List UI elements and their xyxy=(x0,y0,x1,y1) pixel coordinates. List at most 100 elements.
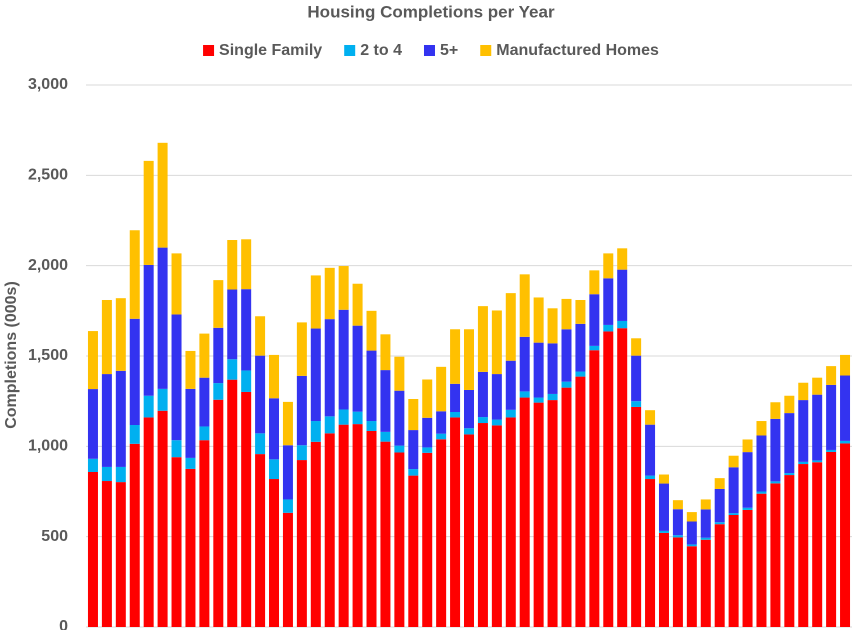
bar-segment xyxy=(589,350,600,627)
bar-segment xyxy=(436,439,447,627)
bar-segment xyxy=(700,509,711,538)
bar-segment xyxy=(491,419,502,426)
bar-segment xyxy=(366,430,377,627)
bar-segment xyxy=(199,440,210,627)
legend-label: Single Family xyxy=(219,42,322,59)
bar-segment xyxy=(477,423,488,627)
bar-segment xyxy=(728,455,739,468)
bar-segment xyxy=(255,355,266,434)
bar-segment xyxy=(227,379,238,627)
bar-segment xyxy=(784,395,795,414)
bar-segment xyxy=(241,239,252,290)
bar-segment xyxy=(840,354,851,376)
bar-segment xyxy=(756,491,767,494)
bar-segment xyxy=(700,499,711,510)
bar-segment xyxy=(603,278,614,325)
bar-segment xyxy=(185,457,196,469)
legend-label: 5+ xyxy=(440,42,458,59)
bar-segment xyxy=(436,433,447,440)
legend-swatch xyxy=(480,45,492,56)
bar-segment xyxy=(296,445,307,461)
bar-segment xyxy=(185,468,196,627)
bar-segment xyxy=(422,447,433,453)
bar-segment xyxy=(185,388,196,458)
bar-segment xyxy=(255,454,266,627)
bar-segment xyxy=(87,458,98,472)
bar-segment xyxy=(686,546,697,627)
bar-segment xyxy=(770,481,781,484)
bar-segment xyxy=(798,400,809,462)
bar-segment xyxy=(798,382,809,401)
bar-segment xyxy=(728,513,739,515)
bar-segment xyxy=(436,411,447,434)
bar-segment xyxy=(282,401,293,446)
bar-segment xyxy=(672,500,683,510)
bar-segment xyxy=(422,452,433,627)
bar-segment xyxy=(450,383,461,413)
bar-segment xyxy=(519,391,530,398)
bar-segment xyxy=(714,522,725,525)
bar-segment xyxy=(338,424,349,627)
bar-segment xyxy=(87,471,98,627)
bar-segment xyxy=(658,483,669,531)
bar-segment xyxy=(784,475,795,627)
bar-segment xyxy=(464,434,474,627)
bar-segment xyxy=(617,269,628,321)
bar-segment xyxy=(408,475,419,627)
bar-segment xyxy=(770,418,781,482)
bar-segment xyxy=(241,289,252,371)
bar-segment xyxy=(450,412,461,418)
bar-segment xyxy=(812,394,823,461)
bar-segment xyxy=(213,327,224,384)
bar-segment xyxy=(227,240,238,290)
bar-segment xyxy=(672,537,683,627)
bar-segment xyxy=(728,514,739,627)
bar-segment xyxy=(282,445,293,500)
bar-segment xyxy=(589,294,600,346)
bar-segment xyxy=(380,370,391,432)
bar-segment xyxy=(352,424,363,627)
bar-segment xyxy=(840,375,851,441)
bar-segment xyxy=(714,478,725,489)
bar-segment xyxy=(129,230,140,319)
bar-segment xyxy=(366,310,377,351)
bar-segment xyxy=(296,375,307,446)
bar-segment xyxy=(199,377,210,427)
bar-segment xyxy=(770,402,781,419)
bar-segment xyxy=(561,387,572,627)
bar-segment xyxy=(227,289,238,360)
bar-segment xyxy=(756,421,767,436)
bar-segment xyxy=(645,479,656,627)
bar-segment xyxy=(505,293,516,361)
bar-segment xyxy=(742,509,753,627)
bar-segment xyxy=(645,410,656,425)
bar-segment xyxy=(115,466,126,483)
bar-segment xyxy=(422,379,433,418)
bar-segment xyxy=(394,390,405,446)
bar-segment xyxy=(213,383,224,400)
bar-segment xyxy=(129,318,140,426)
bar-segment xyxy=(394,445,405,453)
bar-segment xyxy=(505,409,516,418)
bar-segment xyxy=(464,329,474,390)
bar-segment xyxy=(282,512,293,627)
bar-segment xyxy=(505,417,516,627)
bar-segment xyxy=(241,370,252,392)
bar-segment xyxy=(561,329,572,382)
bar-segment xyxy=(143,160,154,265)
bar-segment xyxy=(87,389,98,459)
bar-segment xyxy=(603,253,614,279)
bar-segment xyxy=(617,248,628,270)
bar-segment xyxy=(129,425,140,444)
bar-segment xyxy=(533,402,544,627)
bar-segment xyxy=(213,399,224,627)
bar-segment xyxy=(408,430,419,470)
bar-segment xyxy=(101,374,112,467)
bar-segment xyxy=(631,406,642,627)
bar-segment xyxy=(408,469,419,476)
bar-segment xyxy=(672,535,683,538)
bar-segment xyxy=(241,391,252,627)
bar-segment xyxy=(533,342,544,398)
